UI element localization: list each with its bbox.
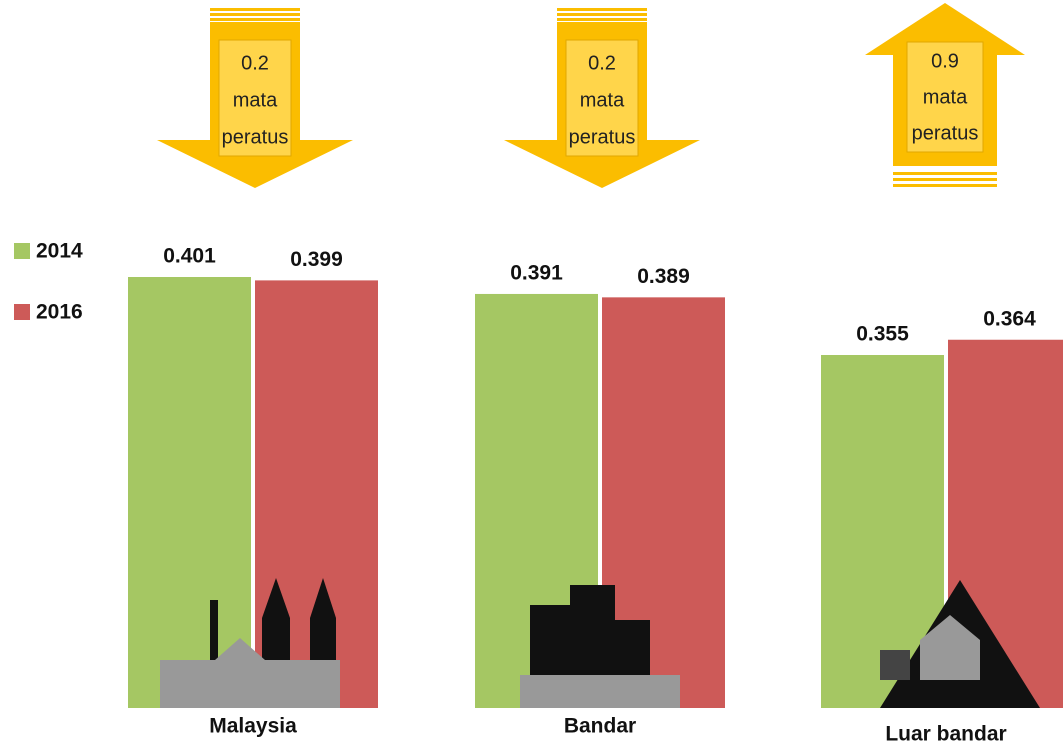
tractor-icon [880,650,910,680]
arrow-stripe [557,8,647,11]
value-label: 0.389 [637,265,690,288]
value-label: 0.364 [983,307,1036,330]
value-label: 0.401 [163,245,216,268]
house-icon [920,615,980,680]
change-arrow: 0.2 mata peratus [157,8,353,188]
arrow-text-box [218,39,292,157]
building-icon [215,638,265,660]
annotation-text: peratus [912,122,979,144]
building-icon [160,660,340,708]
annotation-text: 0.9 [931,50,959,72]
value-label: 0.391 [510,262,563,285]
legend-swatch [14,243,30,259]
arrow-stripe [210,13,300,16]
annotation-text: mata [580,89,625,111]
annotation-text: mata [233,89,278,111]
annotation-text: peratus [569,126,636,148]
change-arrow: 0.2 mata peratus [504,8,700,188]
annotation-text: 0.2 [588,52,616,74]
annotation-text: 0.2 [241,52,269,74]
tower-icon [210,600,218,708]
arrow-text-box [906,41,984,153]
bar [128,277,251,708]
arrow-text-box [565,39,639,157]
arrow-stripe [893,178,997,181]
legend-label: 2014 [36,240,83,263]
annotation-text: peratus [222,126,289,148]
legend-label: 2016 [36,301,83,324]
annotation-text: mata [923,86,968,108]
legend-swatch [14,304,30,320]
building-icon [520,675,680,708]
change-arrow: 0.9 mata peratus [865,3,1025,187]
x-tick-label: Malaysia [209,715,297,738]
arrow-stripe [893,172,997,175]
arrow-stripe [893,184,997,187]
x-tick-label: Luar bandar [885,723,1006,744]
value-label: 0.399 [290,248,343,271]
arrow-stripe [210,18,300,21]
value-label: 0.355 [856,323,909,346]
arrow-stripe [557,18,647,21]
x-tick-label: Bandar [564,715,636,738]
arrow-stripe [557,13,647,16]
decoration [160,578,1040,708]
arrow-stripe [210,8,300,11]
